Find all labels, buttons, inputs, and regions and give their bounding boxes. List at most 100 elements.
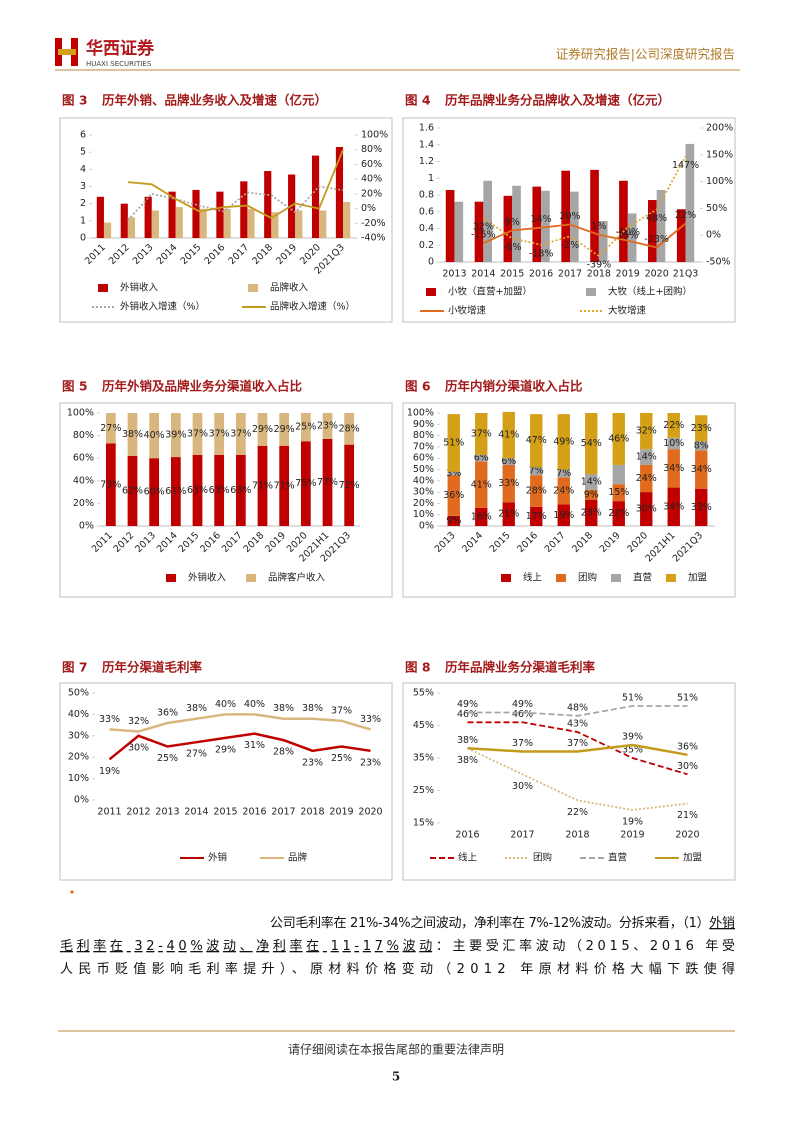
data-label: -15%: [471, 230, 496, 241]
chart-frame: [59, 117, 393, 323]
bar-segment: [344, 444, 355, 526]
data-label: 14%: [531, 214, 552, 225]
x-tick-label: 2013: [155, 807, 179, 818]
data-label: 29%: [215, 744, 236, 755]
y-tick-label: 0%: [79, 521, 94, 532]
legend-label: 外销收入: [188, 572, 227, 584]
data-label: 32%: [128, 716, 149, 727]
y2-tick-label: 60%: [361, 159, 382, 170]
data-label: 46%: [457, 709, 478, 720]
x-tick-label: 2016: [529, 269, 553, 280]
x-tick-label: 2015: [213, 807, 237, 818]
x-tick-label: 2013: [133, 530, 158, 555]
y-tick-label: 60%: [413, 453, 434, 464]
bar-segment: [170, 457, 181, 526]
data-label: 28%: [339, 423, 360, 434]
bar-segment: [149, 458, 160, 526]
bar-segment: [557, 477, 570, 505]
data-label: 41%: [498, 430, 519, 441]
legend-label: 小牧（直营+加盟）: [448, 286, 532, 298]
body-segment: 外销: [709, 916, 735, 931]
data-label: 40%: [244, 699, 265, 710]
bar-segment: [667, 487, 680, 526]
data-label: 30%: [636, 504, 657, 515]
y-tick-label: 6: [80, 130, 86, 141]
data-label: -6%: [503, 242, 522, 253]
figure-number: 图 3: [62, 93, 88, 108]
y-tick-label: 1.2: [419, 156, 434, 167]
data-label: 23%: [360, 757, 381, 768]
bar-segment: [585, 413, 598, 475]
x-tick-label: 2016: [515, 530, 540, 555]
x-tick-label: 2017: [510, 830, 534, 841]
series-line: [467, 705, 688, 717]
y-tick-label: 0.2: [419, 240, 434, 251]
y-tick-label: 30%: [413, 487, 434, 498]
bar: [151, 210, 159, 238]
bar-segment: [447, 475, 460, 516]
x-tick-label: 2021Q3: [671, 530, 705, 564]
body-line: 人民币贬值影响毛利率提升）、原材料价格变动（2012 年原材料价格大幅下跌使得: [60, 961, 735, 977]
figure: 图 6 历年内销分渠道收入占比0%10%20%30%40%50%60%70%80%…: [402, 379, 736, 598]
bar-segment: [279, 445, 290, 526]
bar: [474, 201, 484, 262]
y-tick-label: 40%: [68, 709, 89, 720]
bar: [311, 155, 320, 238]
data-label: 46%: [512, 709, 533, 720]
series-line: [109, 713, 371, 733]
bar: [319, 210, 327, 238]
bar-segment: [475, 461, 488, 508]
data-label: 39%: [622, 732, 643, 743]
bar: [512, 185, 521, 262]
bar-segment: [214, 454, 225, 526]
x-tick-label: 2019: [329, 807, 353, 818]
bar-segment: [235, 413, 246, 455]
data-label: 61%: [165, 486, 186, 497]
x-tick-label: 2018: [300, 807, 324, 818]
data-label: 7%: [529, 466, 544, 477]
x-tick-label: 2016: [203, 242, 228, 267]
bar-segment: [612, 464, 625, 485]
bar-segment: [667, 413, 680, 438]
data-label: 77%: [317, 477, 338, 488]
bar-segment: [300, 441, 311, 526]
chart-frame: [402, 682, 736, 881]
bar-segment: [322, 438, 333, 526]
bar: [199, 208, 207, 238]
legend-label: 加盟: [688, 573, 708, 584]
figure: 图 3 历年外销、品牌业务收入及增速（亿元） 0 1 2 3 4 5 6 -40% -20% 0% 20…: [59, 93, 393, 323]
y-tick-label: 20%: [413, 498, 434, 509]
bar-segment: [557, 414, 570, 470]
y-tick-label: 0.6: [419, 206, 434, 217]
data-label: 28%: [273, 747, 294, 758]
x-tick-label: 2011: [83, 242, 108, 267]
data-label: 51%: [443, 437, 464, 448]
data-label: 36%: [677, 741, 698, 752]
bar-segment: [695, 450, 708, 489]
data-label: 15%: [608, 487, 629, 498]
y2-tick-label: -50%: [706, 257, 731, 268]
legend-label: 团购: [533, 852, 552, 864]
bar: [247, 208, 255, 238]
x-tick-label: 2018: [570, 530, 595, 555]
data-label: 43%: [567, 719, 588, 730]
data-label: 34%: [663, 463, 684, 474]
data-label: 17%: [526, 511, 547, 522]
bar-segment: [502, 411, 515, 459]
y-tick-label: 25%: [413, 785, 434, 796]
y2-tick-label: 40%: [361, 174, 382, 185]
y2-tick-label: -20%: [361, 218, 386, 229]
bar-segment: [257, 413, 268, 446]
legend-label: 大牧增速: [608, 305, 647, 317]
report-type: 证券研究报告|公司深度研究报告: [556, 47, 735, 62]
figure-title: 历年分渠道毛利率: [102, 660, 203, 675]
y-tick-label: 5: [80, 147, 86, 158]
y-tick-label: 55%: [413, 688, 434, 699]
bar-segment: [447, 515, 460, 526]
legend-label: 直营: [633, 572, 652, 584]
data-label: 72%: [339, 480, 360, 491]
bar-segment: [530, 467, 543, 476]
y-tick-label: 1.6: [419, 123, 434, 134]
series-line: [482, 222, 687, 249]
data-label: 19%: [622, 817, 643, 828]
